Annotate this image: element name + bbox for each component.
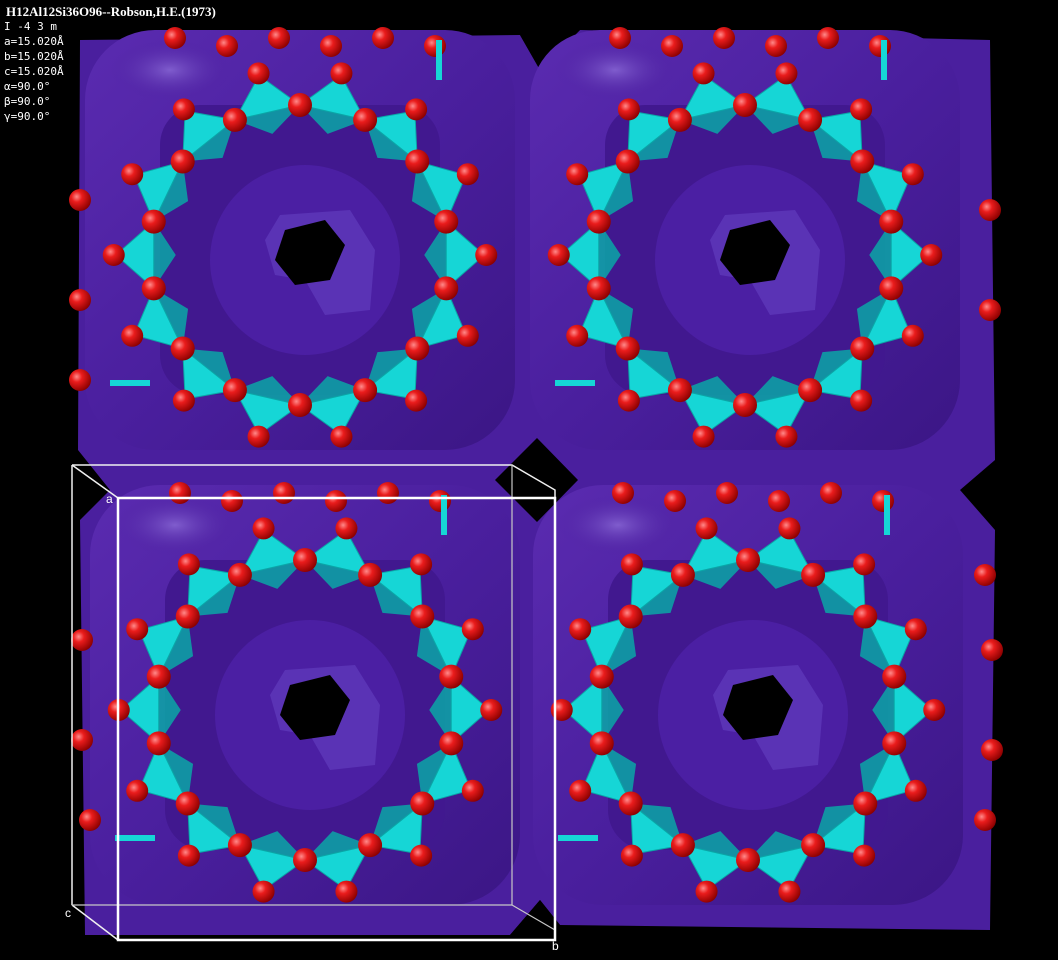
oxygen-atom	[79, 809, 101, 831]
cell-gamma-label: γ=90.0°	[4, 110, 51, 123]
unit-cell-outline	[71, 464, 557, 942]
oxygen-atom	[981, 639, 1003, 661]
oxygen-atom	[69, 189, 91, 211]
oxygen-atom	[981, 739, 1003, 761]
cell-parameters-panel: I -4 3 m a=15.020Å b=15.020Å c=15.020Å α…	[4, 19, 64, 124]
sodalite-cage	[533, 482, 963, 905]
oxygen-atom	[974, 564, 996, 586]
cell-alpha-label: α=90.0°	[4, 80, 51, 93]
space-group-label: I -4 3 m	[4, 20, 57, 33]
sodalite-cage	[90, 482, 520, 905]
oxygen-atom	[974, 809, 996, 831]
cell-b-label: b=15.020Å	[4, 50, 64, 63]
oxygen-atom	[979, 199, 1001, 221]
cell-a-label: a=15.020Å	[4, 35, 64, 48]
oxygen-atom	[71, 629, 93, 651]
cell-beta-label: β=90.0°	[4, 95, 51, 108]
oxygen-atom	[71, 729, 93, 751]
axis-b-label: b	[552, 939, 559, 953]
cell-c-label: c=15.020Å	[4, 65, 64, 78]
structure-title: H12Al12Si36O96--Robson,H.E.(1973)	[6, 4, 216, 19]
oxygen-atom	[979, 299, 1001, 321]
sodalite-cage	[530, 27, 960, 450]
axis-a-label: a	[106, 492, 113, 506]
oxygen-atom	[69, 369, 91, 391]
oxygen-atom	[69, 289, 91, 311]
sodalite-cage	[85, 27, 515, 450]
axis-c-label: c	[65, 906, 71, 920]
